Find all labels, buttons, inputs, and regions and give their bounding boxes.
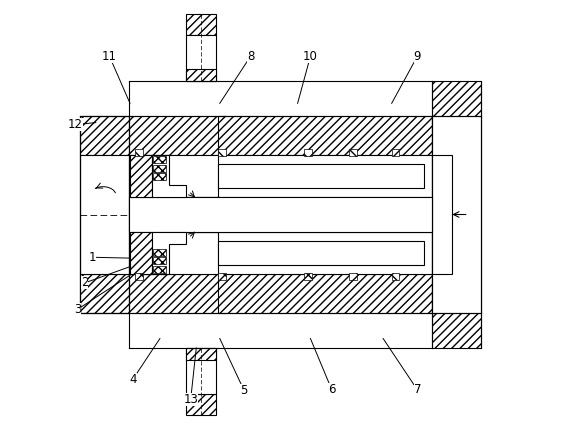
Polygon shape <box>433 154 452 275</box>
Polygon shape <box>130 154 152 197</box>
Polygon shape <box>433 116 481 313</box>
Polygon shape <box>128 116 225 154</box>
Bar <box>135 273 143 281</box>
Bar <box>128 197 433 232</box>
Text: 2: 2 <box>81 276 89 290</box>
Text: 3: 3 <box>73 303 81 316</box>
Polygon shape <box>186 348 217 360</box>
Bar <box>392 148 399 156</box>
Bar <box>304 148 312 156</box>
Text: 12: 12 <box>68 118 82 131</box>
Bar <box>135 148 143 156</box>
Text: 4: 4 <box>129 373 137 386</box>
Text: 6: 6 <box>328 384 335 396</box>
Text: 9: 9 <box>413 50 421 63</box>
Text: 8: 8 <box>247 50 254 63</box>
Text: 11: 11 <box>102 50 117 63</box>
Bar <box>153 173 166 180</box>
Polygon shape <box>128 275 225 313</box>
Polygon shape <box>152 232 186 275</box>
Polygon shape <box>186 394 217 414</box>
Bar <box>304 273 312 281</box>
Polygon shape <box>186 69 217 81</box>
Polygon shape <box>218 275 433 313</box>
Polygon shape <box>128 197 225 232</box>
Bar <box>218 273 226 281</box>
Bar <box>349 148 357 156</box>
Bar <box>218 241 424 265</box>
Polygon shape <box>433 81 481 348</box>
Bar <box>392 273 399 281</box>
Polygon shape <box>152 154 186 197</box>
Polygon shape <box>186 35 217 81</box>
Polygon shape <box>218 154 433 197</box>
Bar <box>153 249 166 256</box>
Polygon shape <box>128 154 225 197</box>
Bar <box>153 165 166 172</box>
Bar <box>153 266 166 273</box>
Text: 13: 13 <box>183 393 198 406</box>
Polygon shape <box>128 232 225 275</box>
Text: 5: 5 <box>241 384 248 397</box>
Polygon shape <box>186 15 217 35</box>
Bar <box>153 156 166 163</box>
Bar <box>153 257 166 264</box>
Polygon shape <box>186 348 217 394</box>
Polygon shape <box>218 116 433 154</box>
Polygon shape <box>80 116 128 154</box>
Bar <box>349 273 357 281</box>
Text: 1: 1 <box>89 251 96 264</box>
Bar <box>218 164 424 188</box>
Polygon shape <box>130 232 152 275</box>
Text: 10: 10 <box>303 50 318 63</box>
Bar <box>218 148 226 156</box>
Bar <box>80 154 128 275</box>
Polygon shape <box>218 232 433 275</box>
Polygon shape <box>80 275 128 313</box>
Text: 7: 7 <box>413 384 421 396</box>
